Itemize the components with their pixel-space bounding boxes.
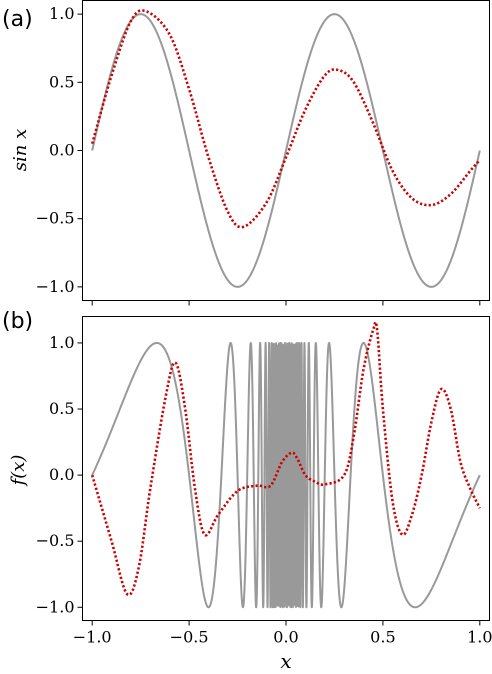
panel-a-series-dotted	[90, 9, 481, 229]
panel-b-ytick-label: −1.0	[36, 597, 75, 616]
panel-b-series-solid	[91, 341, 481, 609]
panel-b-ylabel: f(x)	[8, 455, 29, 488]
panel-a-ylabel: sin x	[10, 129, 31, 171]
panel-b-xtick-label: −1.0	[73, 628, 112, 647]
panel-a-label: (a)	[2, 7, 33, 32]
panel-b-xlabel: x	[280, 649, 291, 673]
panel-b-ytick-label: 1.0	[49, 333, 74, 352]
panel-b-xtick-label: 1.0	[467, 628, 492, 647]
panel-b-ytick-label: 0.5	[49, 399, 74, 418]
panel-b-xtick-label: −0.5	[170, 628, 209, 647]
panel-b: (b) 1.0 0.5 0.0 −0.5 −1.0 −1.0 −0.5 0.0 0.5 1.0 f…	[2, 309, 492, 673]
panel-b-label: (b)	[2, 309, 33, 334]
panel-a: (a) 1.0 0.5 0.0 −0.5 −1.0 sin x	[2, 0, 490, 306]
panel-a-ytick-label: 0.0	[49, 141, 74, 160]
panel-a-ytick-label: 0.5	[49, 72, 74, 91]
panel-a-series-solid	[91, 13, 481, 288]
panel-a-ytick-label: −1.0	[36, 277, 75, 296]
panel-a-ytick-label: −0.5	[36, 209, 75, 228]
panel-a-ticks: 1.0 0.5 0.0 −0.5 −1.0	[36, 4, 481, 306]
panel-b-ytick-label: 0.0	[49, 465, 74, 484]
panel-b-series-dotted	[90, 320, 481, 597]
panel-b-xtick-label: 0.5	[370, 628, 395, 647]
panel-b-ticks: 1.0 0.5 0.0 −0.5 −1.0 −1.0 −0.5 0.0 0.5 1.0	[36, 333, 492, 647]
panel-b-series	[90, 320, 481, 609]
panel-a-series	[90, 9, 481, 288]
panel-a-ytick-label: 1.0	[49, 4, 74, 23]
panel-b-xtick-label: 0.0	[273, 628, 298, 647]
panel-b-ytick-label: −0.5	[36, 531, 75, 550]
